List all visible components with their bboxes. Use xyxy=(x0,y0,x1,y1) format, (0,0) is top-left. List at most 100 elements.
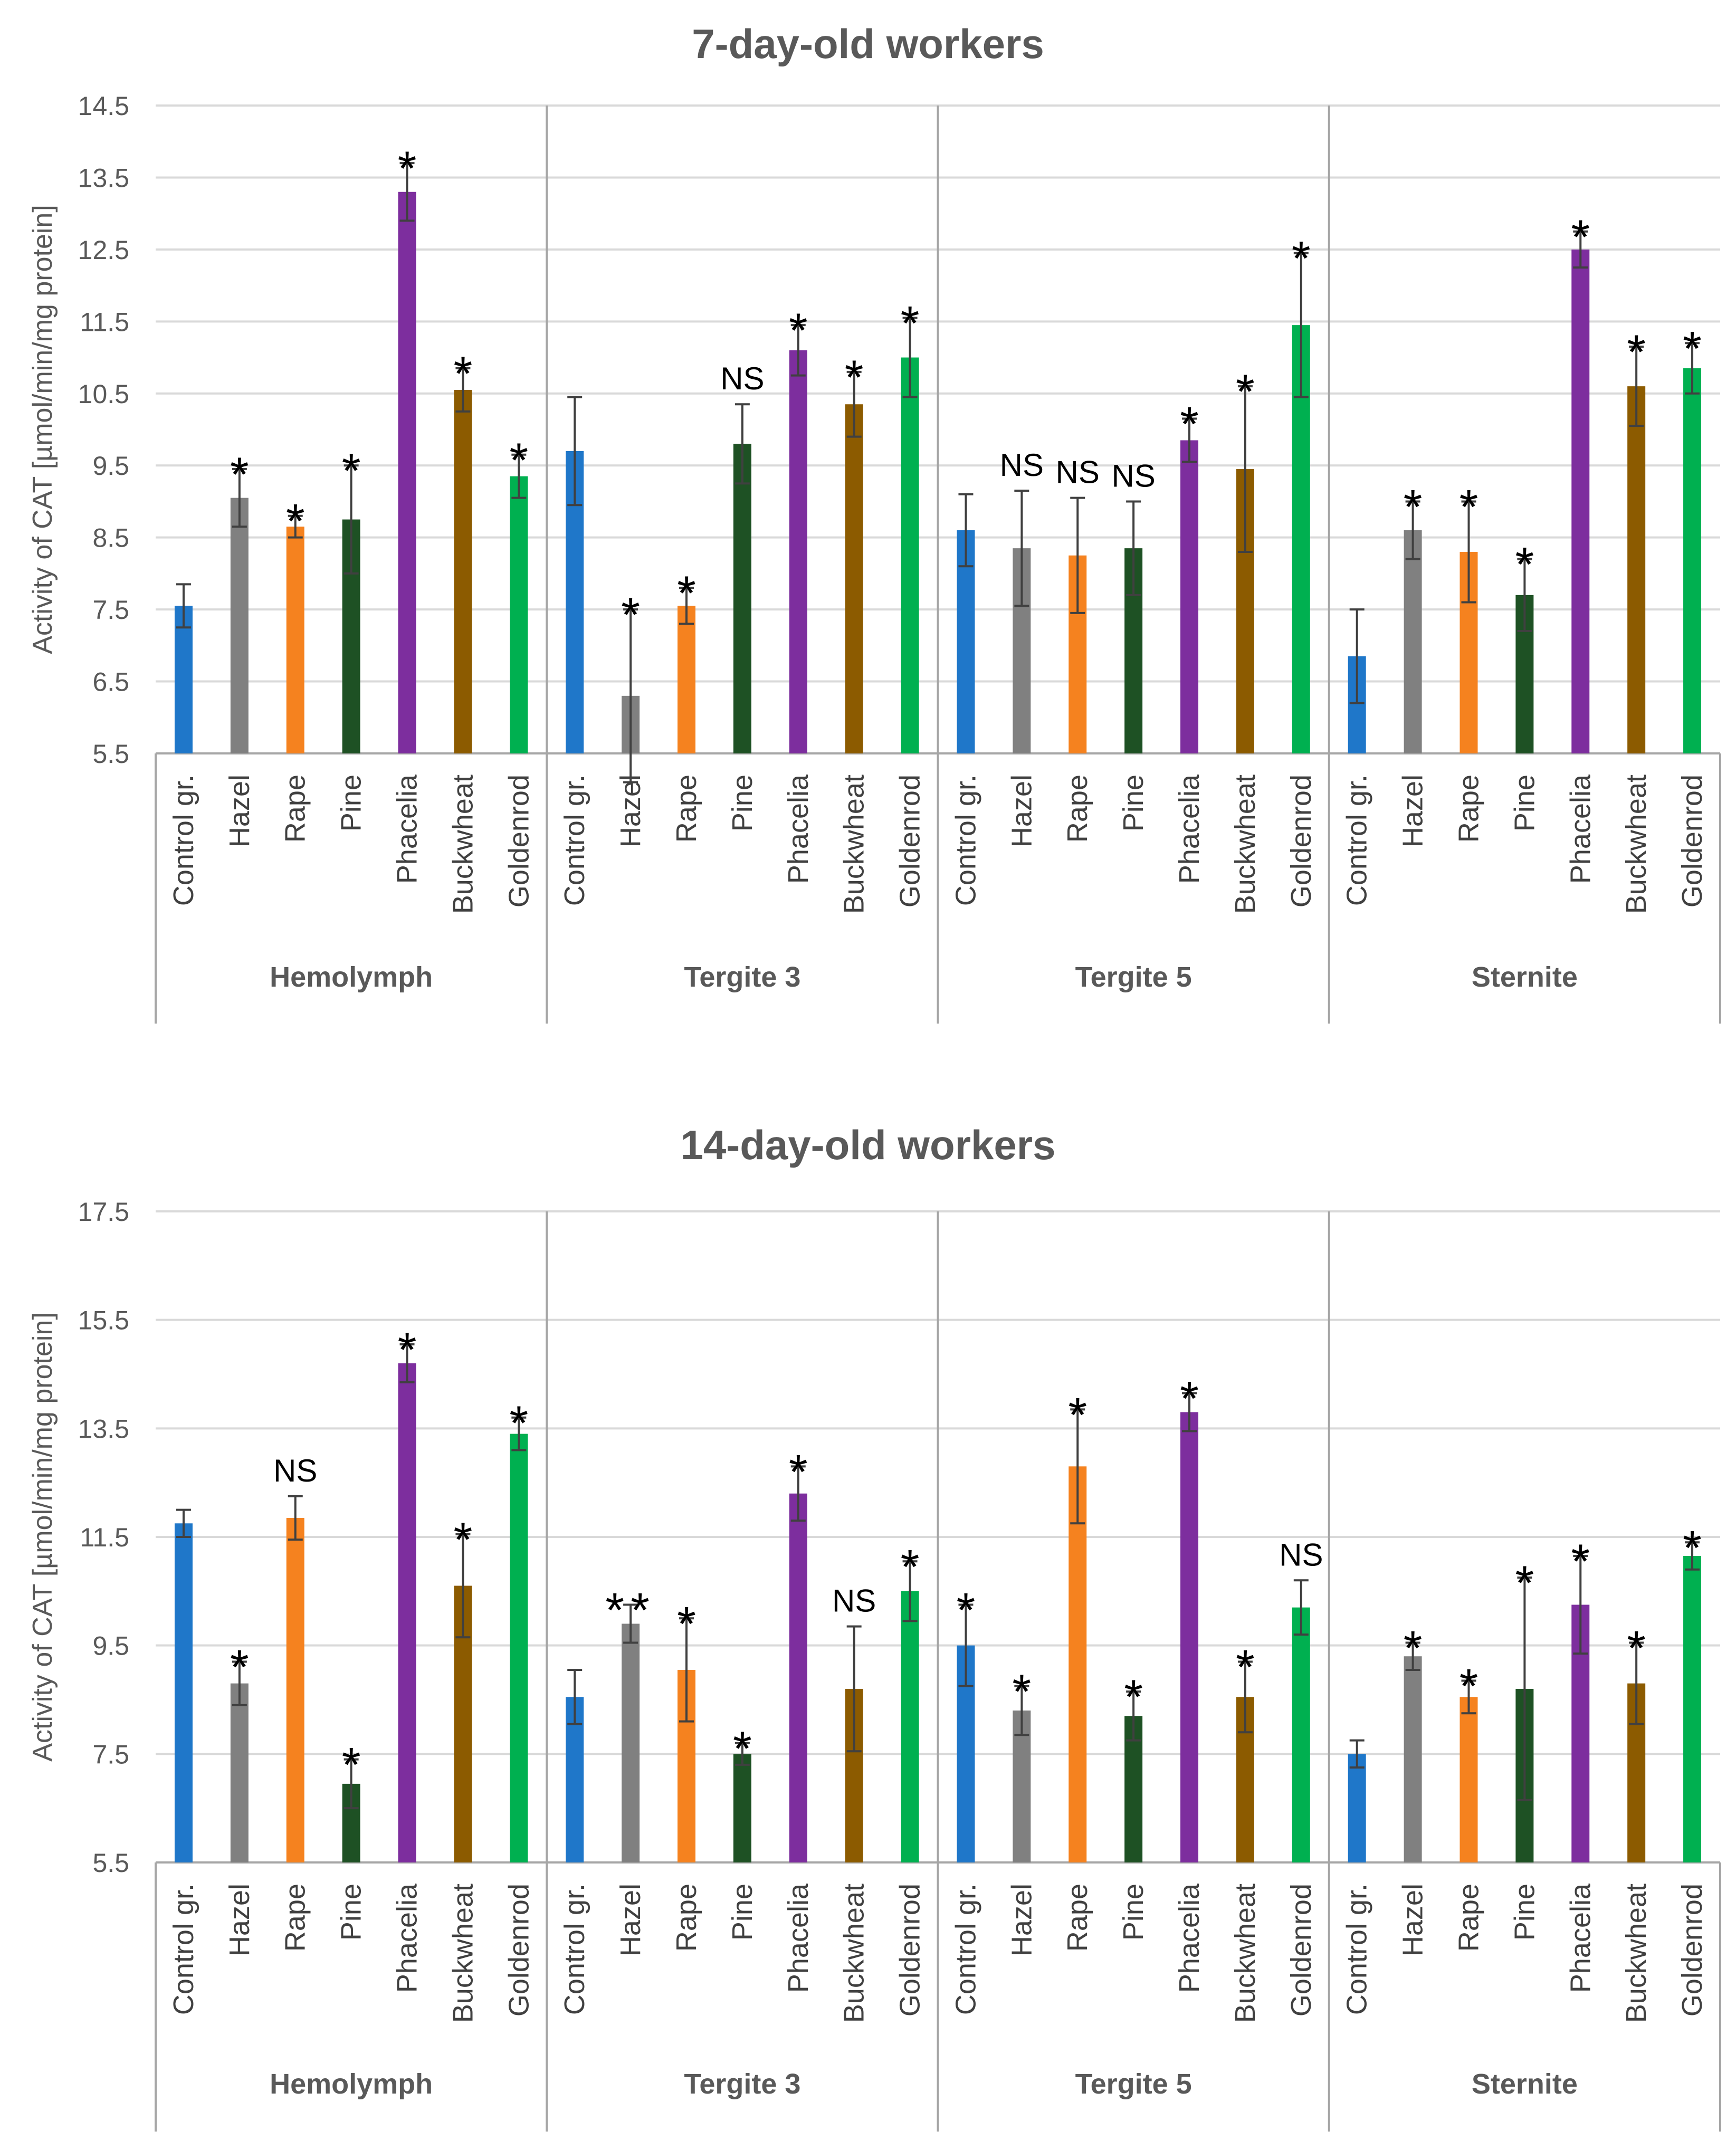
sig-marker: * xyxy=(845,351,864,405)
sig-marker: * xyxy=(1068,1388,1087,1442)
category-label: Phacelia xyxy=(1565,1883,1596,1993)
category-label: Buckwheat xyxy=(838,1884,870,2023)
category-label: Buckwheat xyxy=(1620,1884,1652,2023)
category-label: Control gr. xyxy=(168,1884,199,2015)
sig-marker: * xyxy=(1571,211,1590,264)
y-tick-label: 7.5 xyxy=(92,595,129,625)
group-label: Sternite xyxy=(1472,961,1578,993)
category-label: Hazel xyxy=(615,775,646,847)
sig-marker: * xyxy=(1460,480,1479,534)
sig-marker: * xyxy=(1180,1372,1199,1426)
category-label: Control gr. xyxy=(1341,775,1373,906)
category-label: Hazel xyxy=(224,1884,255,1956)
bar xyxy=(510,1434,528,1862)
category-label: Buckwheat xyxy=(1620,775,1652,914)
bar xyxy=(1404,1656,1422,1862)
category-label: Buckwheat xyxy=(838,775,870,914)
bar xyxy=(1460,1697,1478,1862)
sig-marker: * xyxy=(1124,1670,1143,1724)
bar xyxy=(510,476,528,753)
category-label: Buckwheat xyxy=(447,775,479,914)
y-tick-label: 6.5 xyxy=(92,667,129,697)
group-label: Hemolymph xyxy=(270,961,433,993)
bar xyxy=(901,1591,919,1862)
category-label: Pine xyxy=(1118,1884,1149,1941)
bar xyxy=(733,1754,751,1862)
y-tick-label: 7.5 xyxy=(92,1740,129,1769)
category-label: Phacelia xyxy=(392,774,423,884)
category-label: Goldenrod xyxy=(1676,775,1708,907)
y-tick-label: 11.5 xyxy=(80,1523,129,1552)
group-label: Tergite 3 xyxy=(684,2068,800,2100)
sig-marker: * xyxy=(733,1722,752,1776)
y-tick-label: 5.5 xyxy=(92,739,129,769)
sig-marker: * xyxy=(286,495,305,549)
category-label: Pine xyxy=(727,775,758,832)
group-label: Sternite xyxy=(1472,2068,1578,2100)
category-label: Control gr. xyxy=(559,1884,590,2015)
category-label: Pine xyxy=(336,775,367,832)
category-label: Control gr. xyxy=(950,775,981,906)
sig-marker: * xyxy=(1404,480,1423,534)
bar xyxy=(230,1683,249,1862)
sig-marker: * xyxy=(789,1445,808,1499)
category-label: Phacelia xyxy=(783,1883,814,1993)
category-label: Rape xyxy=(1453,1884,1484,1952)
category-label: Phacelia xyxy=(1174,1883,1205,1993)
sig-marker: * xyxy=(677,1597,696,1651)
category-label: Control gr. xyxy=(1341,1884,1373,2015)
category-label: Rape xyxy=(671,775,702,843)
category-label: Buckwheat xyxy=(1229,1884,1261,2023)
bar xyxy=(1404,530,1422,753)
sig-marker: * xyxy=(901,1540,920,1594)
bar xyxy=(957,530,975,753)
bar xyxy=(901,357,919,753)
category-label: Phacelia xyxy=(783,774,814,884)
category-label: Control gr. xyxy=(950,1884,981,2015)
bar xyxy=(1627,386,1646,753)
sig-marker: * xyxy=(1012,1665,1031,1719)
category-label: Hazel xyxy=(224,775,255,847)
group-label: Tergite 5 xyxy=(1075,961,1192,993)
category-label: Goldenrod xyxy=(894,1884,926,2017)
category-label: Hazel xyxy=(615,1884,646,1956)
bar xyxy=(174,606,193,753)
sig-marker: * xyxy=(957,1584,976,1638)
y-tick-label: 12.5 xyxy=(78,235,129,265)
chart-2: 14-day-old workers 5.5 7.5 9.5 11.5 13.5 15.5 1… xyxy=(27,1122,1721,2132)
y-axis-label: Activity of CAT [µmol/min/mg protein] xyxy=(27,205,58,654)
sig-marker: * xyxy=(1627,1622,1646,1676)
chart-title: 7-day-old workers xyxy=(692,21,1044,67)
sig-label: NS xyxy=(1000,447,1044,483)
sig-label: NS xyxy=(1111,458,1155,493)
bar xyxy=(1069,1466,1087,1862)
bar xyxy=(1180,440,1199,753)
sig-marker: * xyxy=(1460,1660,1479,1714)
y-tick-label: 11.5 xyxy=(80,307,129,337)
bar xyxy=(398,1363,416,1862)
sig-marker: * xyxy=(1627,326,1646,379)
sig-marker: * xyxy=(1236,365,1255,419)
category-label: Goldenrod xyxy=(503,775,535,907)
y-axis-label: Activity of CAT [µmol/min/mg protein] xyxy=(27,1312,58,1762)
group-label: Tergite 3 xyxy=(684,961,800,993)
sig-label: NS xyxy=(832,1583,876,1619)
category-label: Phacelia xyxy=(1565,774,1596,884)
sig-marker: * xyxy=(1515,538,1534,592)
bar xyxy=(174,1523,193,1862)
group-label: Hemolymph xyxy=(270,2068,433,2100)
bar xyxy=(677,606,695,753)
sig-label: NS xyxy=(273,1453,317,1488)
sig-marker: * xyxy=(454,347,473,401)
sig-marker: * xyxy=(677,567,696,620)
category-label: Rape xyxy=(1453,775,1484,843)
bar xyxy=(845,404,863,753)
category-label: Pine xyxy=(1509,1884,1540,1941)
bar xyxy=(789,1493,807,1862)
category-label: Rape xyxy=(1062,775,1093,843)
sig-marker: * xyxy=(342,444,361,498)
category-label: Phacelia xyxy=(1174,774,1205,884)
category-label: Hazel xyxy=(1397,775,1429,847)
